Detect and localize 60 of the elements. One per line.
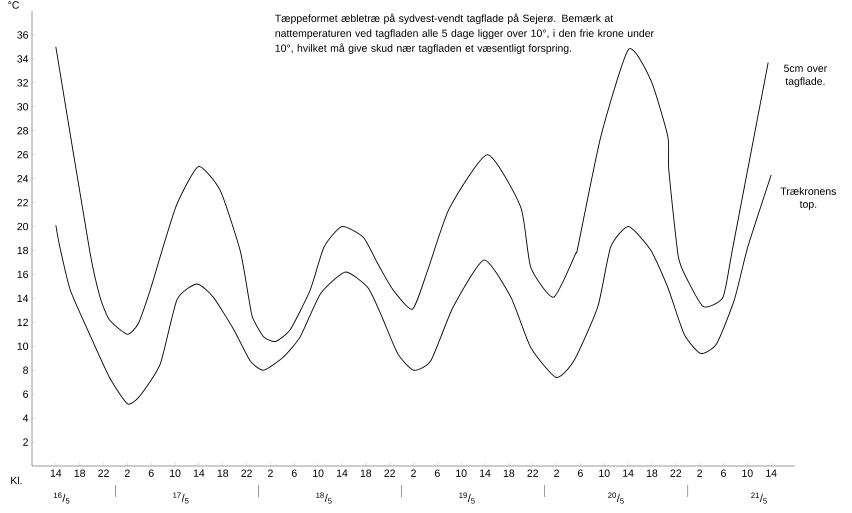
x-tick-label: 14 bbox=[50, 470, 62, 477]
y-tick-label: 26 bbox=[17, 150, 28, 158]
x-tick-label: 6 bbox=[578, 470, 583, 477]
y-tick-label: 20 bbox=[17, 222, 28, 230]
x-axis-title: Kl. bbox=[11, 476, 22, 484]
x2-tick-label: $^{19}$/$_{5}$ bbox=[459, 492, 475, 504]
x-tick-label: 14 bbox=[480, 470, 491, 477]
x-tick-label: 6 bbox=[434, 470, 440, 477]
y-tick-label: 10 bbox=[18, 342, 28, 350]
y-tick-label: 6 bbox=[23, 390, 28, 398]
x-tick-label: 6 bbox=[721, 470, 726, 477]
y-axis-title: °C bbox=[8, 1, 19, 9]
y-tick-label: 28 bbox=[17, 127, 28, 134]
x-tick-label: 10 bbox=[599, 470, 610, 477]
y-tick-label: 22 bbox=[17, 198, 28, 206]
x-tick-label: 10 bbox=[170, 470, 180, 477]
x-tick-label: 22 bbox=[98, 470, 109, 477]
x-tick-label: 14 bbox=[194, 470, 204, 477]
y-tick-label: 2 bbox=[23, 438, 28, 446]
x-tick-label: 6 bbox=[292, 470, 297, 477]
x2-tick-label: $^{18}$/$_{5}$ bbox=[316, 492, 332, 504]
annotation: Tæppeformet æbletræ på sydvest-vendt tagflade på Sejerø. Bemærk at nattemperaturen ved tagfladen alle 5 dage ligger over 10°, i den frie krone under 10°, hvilket må give skud nær tagfladen et væsentligt forspring. bbox=[275, 13, 654, 54]
y-tick-label: 4 bbox=[22, 414, 28, 422]
x-tick-label: 14 bbox=[623, 470, 634, 477]
x-tick-label: 18 bbox=[646, 470, 658, 477]
x2-tick-label: $^{21}$/$_{5}$ bbox=[751, 492, 767, 504]
x-tick-label: 2 bbox=[411, 470, 416, 477]
y-tick-label: 24 bbox=[17, 174, 28, 182]
x-tick-label: 6 bbox=[148, 470, 154, 477]
x2-tick-label: $^{20}$/$_{5}$ bbox=[608, 492, 624, 504]
x-tick-label: 18 bbox=[360, 470, 372, 477]
x2-tick-label: $^{17}$/$_{5}$ bbox=[173, 492, 189, 504]
x-tick-label: 18 bbox=[218, 470, 228, 477]
y-tick-label: 14 bbox=[18, 294, 28, 302]
y-tick-label: 12 bbox=[18, 318, 28, 326]
x-tick-label: 22 bbox=[527, 470, 538, 477]
x-tick-label: 22 bbox=[384, 470, 395, 477]
y-tick-label: 30 bbox=[17, 103, 28, 110]
x-tick-label: 14 bbox=[336, 470, 348, 477]
x-tick-label: 22 bbox=[670, 470, 682, 477]
x2-tick-label: $^{16}$/$_{5}$ bbox=[54, 492, 70, 504]
x-tick-label: 18 bbox=[504, 470, 514, 477]
x-tick-label: 14 bbox=[766, 470, 777, 477]
series-label: Trækronens top. bbox=[780, 187, 836, 210]
x-tick-label: 2 bbox=[554, 470, 559, 477]
x-tick-label: 10 bbox=[456, 470, 467, 477]
x-tick-label: 18 bbox=[74, 470, 86, 477]
y-tick-label: 18 bbox=[18, 246, 28, 254]
x-tick-label: 2 bbox=[125, 470, 130, 477]
y-tick-label: 34 bbox=[17, 55, 28, 63]
y-tick-label: 36 bbox=[17, 31, 28, 39]
x-tick-label: 10 bbox=[742, 470, 753, 477]
y-tick-label: 16 bbox=[18, 270, 28, 278]
series-label: 5cm over tagflade. bbox=[784, 64, 828, 87]
x-tick-label: 22 bbox=[241, 470, 252, 477]
x-tick-label: 2 bbox=[697, 470, 702, 477]
x-tick-label: 2 bbox=[268, 470, 273, 477]
y-tick-label: 32 bbox=[17, 79, 28, 87]
y-tick-label: 8 bbox=[23, 366, 28, 374]
x-tick-label: 10 bbox=[313, 470, 324, 477]
